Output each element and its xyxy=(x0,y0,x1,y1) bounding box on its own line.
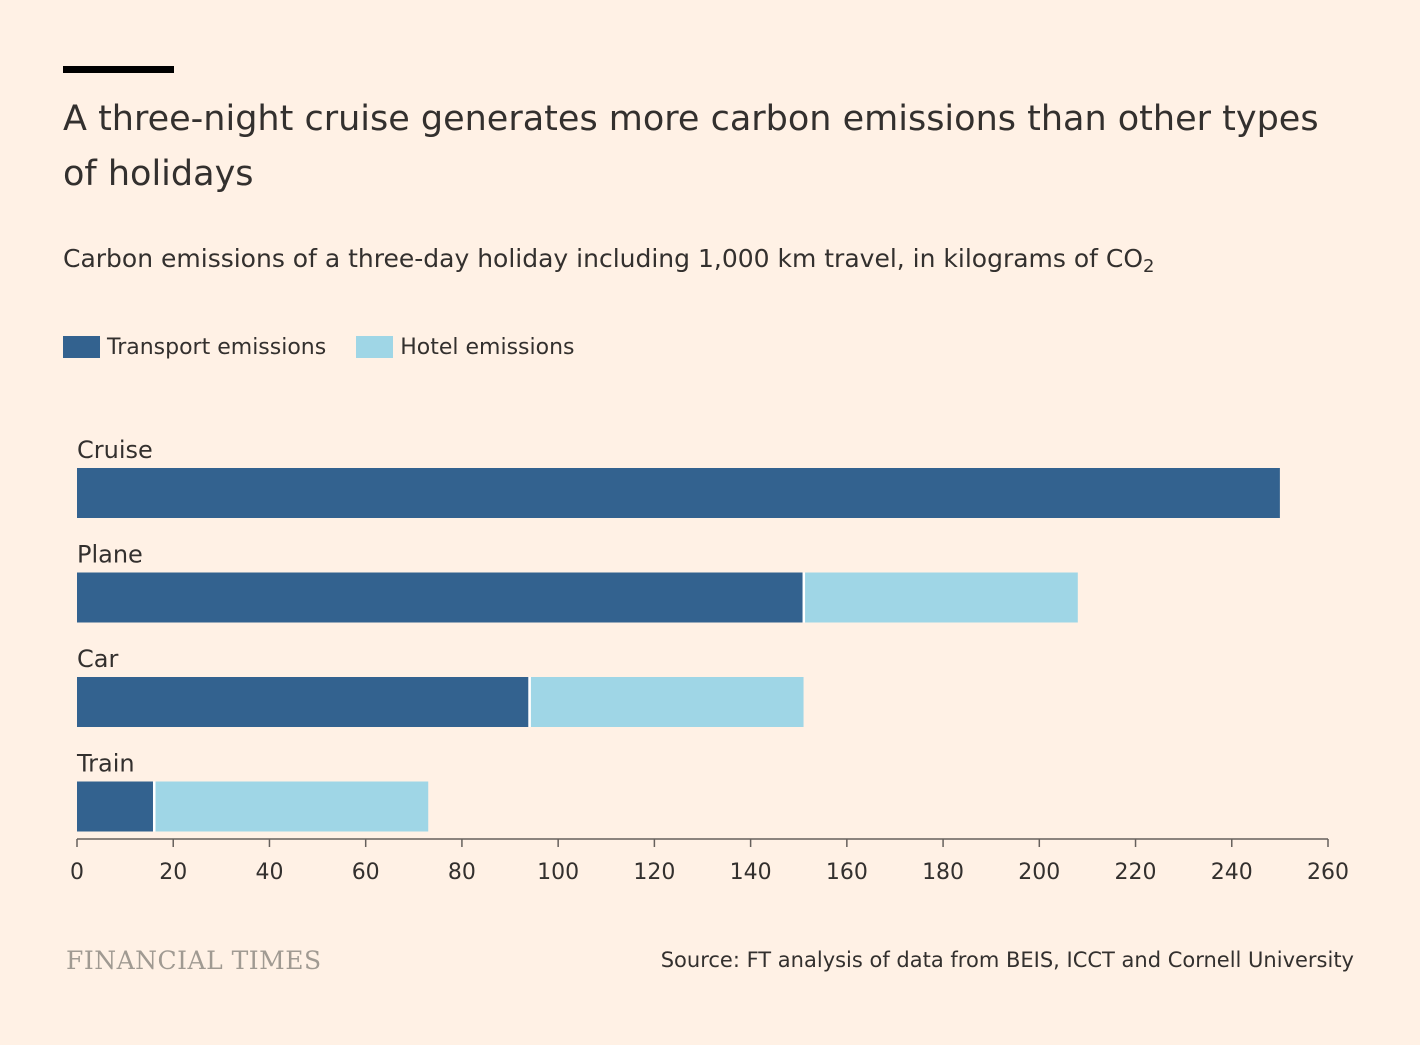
category-label-cruise: Cruise xyxy=(77,436,153,464)
bar-car-hotel xyxy=(530,677,804,727)
transport-legend-label: Transport emissions xyxy=(107,334,327,360)
category-label-plane: Plane xyxy=(77,541,143,569)
bar-plane-transport xyxy=(77,572,804,623)
x-tick-label-20: 20 xyxy=(159,860,187,885)
bar-separator-car xyxy=(528,677,531,727)
x-tick-label-120: 120 xyxy=(633,860,675,885)
x-tick-label-40: 40 xyxy=(255,860,283,885)
hotel-swatch xyxy=(356,336,394,358)
x-tick-label-0: 0 xyxy=(70,860,84,885)
legend: Transport emissions Hotel emissions xyxy=(63,330,604,364)
transport-swatch xyxy=(63,336,100,358)
bar-car-transport xyxy=(77,677,530,727)
chart-subtitle: Carbon emissions of a three-day holiday … xyxy=(63,240,1363,278)
x-tick-label-60: 60 xyxy=(352,860,380,885)
category-label-train: Train xyxy=(76,750,135,778)
x-tick-label-100: 100 xyxy=(537,860,579,885)
bar-separator-train xyxy=(152,781,156,832)
legend-item-hotel: Hotel emissions xyxy=(356,335,574,360)
bar-train-transport xyxy=(77,781,154,832)
bar-train-hotel xyxy=(155,781,429,832)
bar-plane-hotel xyxy=(805,572,1078,623)
bar-cruise-transport xyxy=(77,468,1280,518)
legend-item-transport: Transport emissions xyxy=(63,335,326,360)
x-tick-label-140: 140 xyxy=(730,860,772,885)
x-tick-label-260: 260 xyxy=(1307,860,1349,885)
bar-separator-plane xyxy=(802,572,806,623)
category-label-car: Car xyxy=(77,645,118,673)
x-tick-label-220: 220 xyxy=(1115,860,1157,885)
x-tick-label-200: 200 xyxy=(1018,860,1060,885)
subtitle-subscript: 2 xyxy=(1143,256,1155,277)
top-rule xyxy=(63,66,174,73)
x-tick-label-80: 80 xyxy=(448,860,476,885)
x-tick-label-160: 160 xyxy=(826,860,868,885)
x-tick-label-180: 180 xyxy=(922,860,964,885)
subtitle-text: Carbon emissions of a three-day holiday … xyxy=(63,244,1144,273)
x-tick-label-240: 240 xyxy=(1211,860,1253,885)
chart-title: A three-night cruise generates more carb… xyxy=(63,99,1319,194)
financial-times-logo: FINANCIAL TIMES xyxy=(66,946,322,975)
hotel-legend-label: Hotel emissions xyxy=(400,334,575,360)
source-note: Source: FT analysis of data from BEIS, I… xyxy=(660,948,1354,972)
